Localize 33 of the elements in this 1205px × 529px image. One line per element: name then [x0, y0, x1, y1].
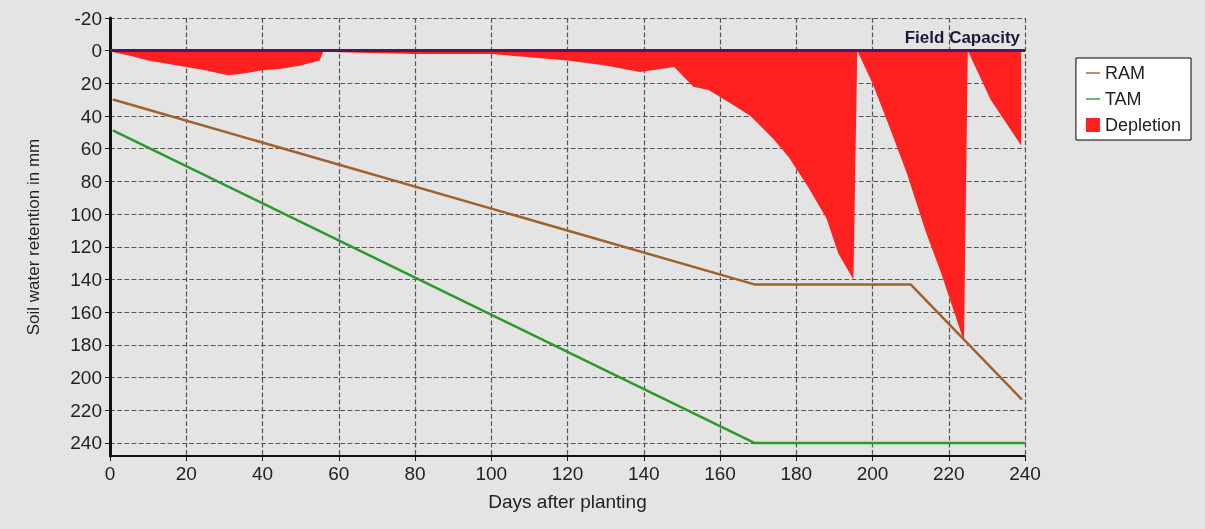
y-tick-label: 140 — [70, 268, 102, 290]
x-tick-label: 100 — [475, 463, 508, 484]
y-axis-title: Soil water retention in mm — [24, 138, 43, 336]
y-tick-label: 20 — [80, 72, 102, 94]
ref-line-label: Field Capacity — [904, 27, 1021, 47]
x-tick-label: 240 — [1009, 463, 1041, 484]
x-tick-label: 120 — [551, 463, 584, 484]
y-tick-label: 80 — [80, 170, 102, 192]
y-tick-label: 120 — [70, 236, 102, 258]
y-tick-label: 240 — [70, 432, 102, 454]
legend-label: Depletion — [1104, 115, 1182, 135]
x-tick-label: 140 — [627, 463, 660, 484]
x-tick-label: 200 — [856, 463, 889, 484]
x-tick-label: 40 — [251, 463, 274, 484]
x-tick-label: 20 — [175, 463, 197, 484]
y-tick-label: 160 — [70, 301, 102, 323]
x-tick-label: 220 — [932, 463, 965, 484]
y-tick-label: -20 — [74, 7, 102, 29]
legend-label: TAM — [1104, 89, 1142, 109]
y-tick-label: 200 — [70, 367, 102, 389]
y-tick-label: 220 — [70, 399, 102, 421]
y-tick-label: 180 — [70, 334, 102, 356]
x-tick-label: 0 — [104, 463, 116, 484]
y-tick-label: 60 — [80, 138, 102, 160]
x-axis-title: Days after planting — [488, 491, 647, 512]
y-tick-label: 0 — [91, 40, 102, 62]
x-tick-label: 60 — [328, 463, 350, 484]
legend-label: RAM — [1104, 63, 1145, 83]
y-tick-label: 100 — [70, 203, 102, 225]
x-tick-label: 160 — [704, 463, 736, 484]
x-tick-label: 180 — [780, 463, 813, 484]
y-tick-label: 40 — [80, 105, 102, 127]
x-tick-label: 80 — [404, 463, 426, 484]
